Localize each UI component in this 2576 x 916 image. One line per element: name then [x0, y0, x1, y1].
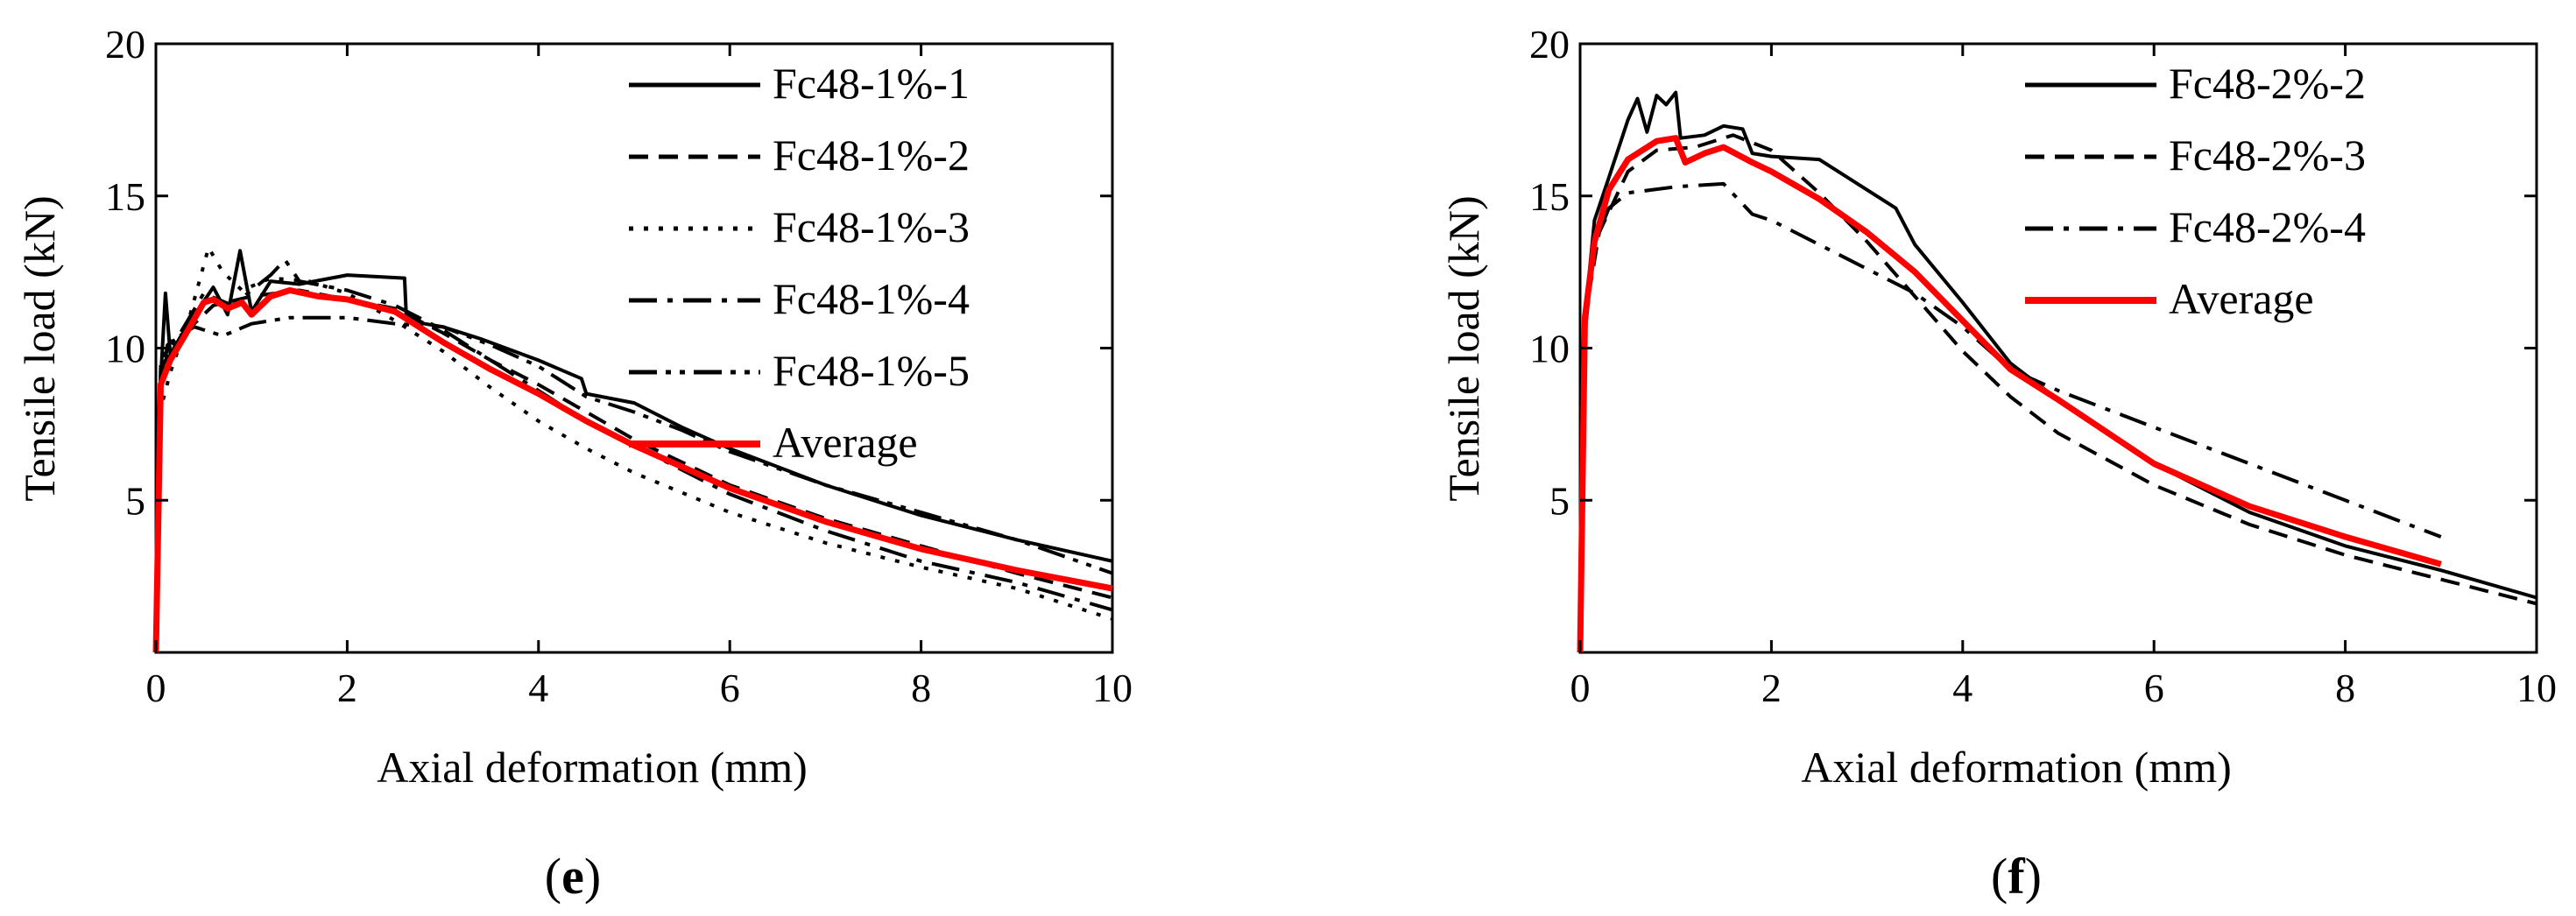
panel-label-letter: f: [2008, 848, 2025, 905]
axis-ticks: 0 2 4 6 8 10 5 10 15 20: [1529, 22, 2557, 710]
legend-label: Fc48-1%-1: [773, 59, 970, 108]
series-line-average: [152, 287, 1113, 653]
legend-label: Average: [2169, 274, 2314, 323]
x-tick-label: 6: [720, 666, 740, 710]
legend-label: Fc48-1%-2: [773, 130, 970, 180]
x-tick-label: 8: [2335, 666, 2355, 710]
panel-label-close: ): [584, 848, 601, 905]
legend-label: Fc48-1%-3: [773, 202, 970, 251]
legend-label: Fc48-2%-3: [2169, 130, 2366, 180]
chart-panel-f: 0 2 4 6 8 10 5 10 15 20 Tensile load (kN) Axial d…: [1439, 22, 2557, 905]
y-axis-title: Tensile load (kN): [15, 195, 64, 501]
x-tick-label: 0: [146, 666, 166, 710]
y-tick-label: 5: [1549, 478, 1570, 523]
plot-area-frame: [1578, 42, 2538, 654]
series-line-fc48-1pct-4: [154, 257, 1113, 653]
legend-label: Fc48-1%-5: [773, 346, 970, 395]
panel-label-close: ): [2025, 848, 2042, 905]
panel-label: (e): [545, 848, 601, 905]
series-layer: [1577, 90, 2537, 653]
legend-label: Fc48-2%-2: [2169, 59, 2366, 108]
y-tick-label: 5: [125, 478, 145, 523]
y-tick-label: 10: [105, 327, 145, 371]
x-tick-label: 2: [1761, 666, 1782, 710]
x-tick-label: 0: [1570, 666, 1591, 710]
legend-label: Fc48-1%-4: [773, 274, 970, 323]
y-axis-title: Tensile load (kN): [1439, 195, 1488, 501]
panel-label: (f): [1991, 848, 2042, 905]
series-line-fc48-2pct-4: [1578, 181, 2442, 653]
panel-label-letter: e: [561, 848, 584, 905]
x-tick-label: 8: [911, 666, 931, 710]
y-tick-label: 10: [1529, 327, 1570, 371]
panel-label-open: (: [1991, 848, 2008, 905]
x-tick-label: 6: [2144, 666, 2164, 710]
y-tick-label: 15: [105, 174, 145, 219]
y-tick-label: 20: [1529, 22, 1570, 67]
x-axis-title: Axial deformation (mm): [1801, 743, 2232, 792]
legend-label: Fc48-2%-4: [2169, 202, 2366, 251]
axis-ticks: 0 2 4 6 8 10 5 10 15 20: [105, 22, 1133, 710]
y-tick-label: 15: [1529, 174, 1570, 219]
series-line-average: [1577, 135, 2442, 653]
chart-panel-e: 0 2 4 6 8 10 5 10 15 20 Tensile load (kN) Axial d…: [15, 22, 1133, 905]
legend: Fc48-2%-2 Fc48-2%-3 Fc48-2%-4 Average: [2025, 59, 2366, 323]
legend: Fc48-1%-1 Fc48-1%-2 Fc48-1%-3 Fc48-1%-4 Fc48…: [629, 59, 970, 467]
x-tick-label: 2: [337, 666, 357, 710]
x-tick-label: 10: [2516, 666, 2557, 710]
x-axis-title: Axial deformation (mm): [377, 743, 808, 792]
panel-label-open: (: [545, 848, 561, 905]
y-tick-label: 20: [105, 22, 145, 67]
x-tick-label: 10: [1092, 666, 1133, 710]
legend-label: Average: [773, 418, 918, 467]
x-tick-label: 4: [528, 666, 548, 710]
series-line-fc48-1pct-2: [154, 288, 1113, 653]
series-line-fc48-1pct-5: [154, 315, 1113, 653]
x-tick-label: 4: [1952, 666, 1973, 710]
series-line-fc48-2pct-3: [1578, 133, 2537, 653]
